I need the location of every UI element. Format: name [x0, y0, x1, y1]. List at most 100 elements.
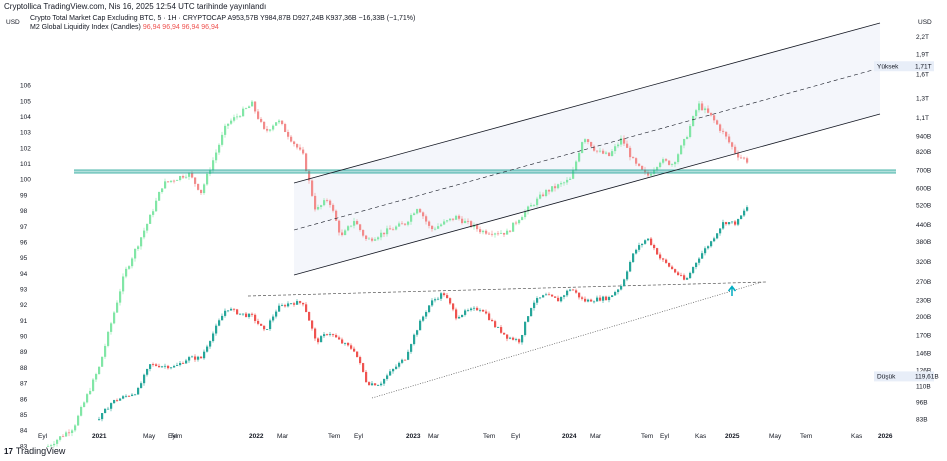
m2-candle: [284, 124, 287, 132]
m2-candle: [482, 230, 485, 233]
mcap-candle: [545, 294, 548, 296]
m2-candle: [668, 160, 671, 165]
mcap-candle: [182, 363, 185, 364]
left-axis-tick: 88: [20, 365, 28, 372]
mcap-candle: [113, 400, 116, 404]
m2-candle: [386, 228, 389, 235]
mcap-candle: [380, 383, 383, 386]
m2-candle: [452, 218, 455, 220]
mcap-candle: [290, 303, 293, 305]
channel-mid-line: [293, 67, 881, 231]
mcap-candle: [515, 339, 518, 340]
m2-candle: [122, 276, 125, 292]
m2-candle: [650, 173, 653, 176]
mcap-candle: [281, 305, 284, 306]
mcap-candle: [266, 329, 269, 330]
m2-candle: [362, 230, 365, 236]
m2-candle: [50, 445, 53, 447]
m2-candle: [128, 266, 131, 269]
mcap-candle: [227, 310, 230, 312]
mcap-candle: [365, 371, 368, 383]
mcap-candle: [335, 335, 338, 338]
mcap-candle: [680, 274, 683, 276]
m2-candle: [569, 178, 572, 180]
mcap-candle: [434, 299, 437, 301]
m2-candle: [629, 147, 632, 158]
mcap-candle: [626, 271, 629, 280]
m2-candle: [281, 120, 284, 125]
legend-m2-series[interactable]: M2 Global Liquidity Index (Candles) 96,9…: [30, 23, 415, 32]
mcap-candle: [578, 292, 581, 298]
x-axis-tick: Eyl: [660, 433, 670, 440]
left-axis-tick: 92: [20, 302, 28, 309]
m2-candle: [695, 110, 698, 117]
m2-candle: [359, 224, 362, 231]
mcap-candle: [305, 304, 308, 312]
mcap-candle: [188, 357, 191, 361]
mcap-candle: [713, 238, 716, 242]
mcap-candle: [602, 296, 605, 301]
m2-candle: [647, 172, 650, 176]
right-axis-tick: 200B: [916, 314, 931, 321]
mcap-candle: [338, 337, 341, 340]
m2-candle: [125, 268, 128, 277]
m2-candle: [506, 230, 509, 235]
m2-candle: [599, 150, 602, 152]
mcap-candle: [191, 356, 194, 358]
m2-candle: [581, 142, 584, 153]
mcap-candle: [524, 321, 527, 335]
m2-candle: [677, 154, 680, 163]
left-axis-tick: 93: [20, 287, 28, 294]
mcap-candle: [110, 403, 113, 409]
m2-candle: [290, 136, 293, 142]
mcap-candle: [455, 309, 458, 319]
m2-candle: [590, 141, 593, 147]
mcap-candle: [359, 357, 362, 364]
mcap-candle: [263, 325, 266, 330]
m2-candle: [707, 108, 710, 113]
mcap-candle: [212, 333, 215, 342]
m2-candle: [203, 184, 206, 194]
m2-candle: [659, 162, 662, 168]
m2-candle: [626, 143, 629, 148]
mcap-candle: [311, 320, 314, 329]
m2-candle: [347, 226, 350, 231]
m2-candle: [404, 223, 407, 225]
mcap-candle: [134, 394, 137, 396]
mcap-candle: [686, 278, 689, 280]
mcap-candle: [428, 305, 431, 313]
tradingview-brand[interactable]: 17 TradingView: [4, 446, 65, 456]
m2-candle: [374, 239, 377, 241]
legend-m2-name: M2 Global Liquidity Index (Candles): [30, 24, 141, 31]
m2-candle: [314, 195, 317, 210]
m2-candle: [158, 192, 161, 201]
mcap-candle: [614, 292, 617, 296]
mcap-candle: [542, 295, 545, 298]
m2-candle: [554, 186, 557, 189]
m2-candle: [182, 176, 185, 178]
mcap-candle: [530, 308, 533, 317]
right-axis-tick: 230B: [916, 297, 931, 304]
mcap-candle: [293, 303, 296, 305]
mcap-candle: [533, 302, 536, 309]
m2-candle: [311, 180, 314, 196]
mcap-candle: [662, 258, 665, 260]
mcap-candle: [104, 408, 107, 414]
left-axis-tick: 105: [20, 98, 31, 105]
mcap-candle: [203, 351, 206, 359]
mcap-candle: [410, 344, 413, 352]
legend-main-series[interactable]: Crypto Total Market Cap Excluding BTC, 5…: [30, 14, 415, 23]
m2-candle: [53, 443, 56, 446]
mcap-candle: [242, 313, 245, 315]
mcap-candle: [563, 295, 566, 297]
left-axis-tick: 101: [20, 161, 31, 168]
m2-candle: [560, 183, 563, 185]
mcap-candle: [425, 312, 428, 317]
m2-candle: [515, 222, 518, 224]
mcap-candle: [140, 383, 143, 388]
m2-candle: [434, 228, 437, 230]
mcap-candle: [557, 297, 560, 302]
m2-candle: [116, 302, 119, 313]
m2-candle: [47, 446, 50, 447]
